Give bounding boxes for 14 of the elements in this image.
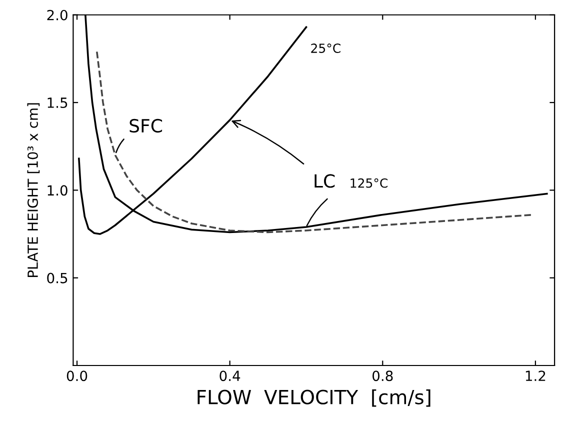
- x-tick-label: 0.0: [66, 370, 88, 382]
- y-tick-label: 1.0: [48, 185, 68, 196]
- x-axis-title: FLOW VELOCITY [cm/s]: [198, 389, 430, 407]
- y-axis-title: PLATE HEIGHT [10³ x cm]: [27, 103, 40, 277]
- x-tick-label: 0.4: [220, 370, 240, 382]
- y-tick-label: 2.0: [47, 10, 68, 20]
- y-tick-label: 1.5: [48, 98, 68, 108]
- x-tick-label: 1.2: [526, 370, 546, 381]
- text: 125°C: [350, 178, 388, 188]
- x-tick-label: 0.8: [372, 370, 393, 382]
- series-label: SFC: [130, 118, 162, 133]
- y-tick-label: 0.5: [47, 272, 68, 284]
- annotation: LC: [314, 174, 335, 188]
- series-label: 25°C: [311, 44, 340, 53]
